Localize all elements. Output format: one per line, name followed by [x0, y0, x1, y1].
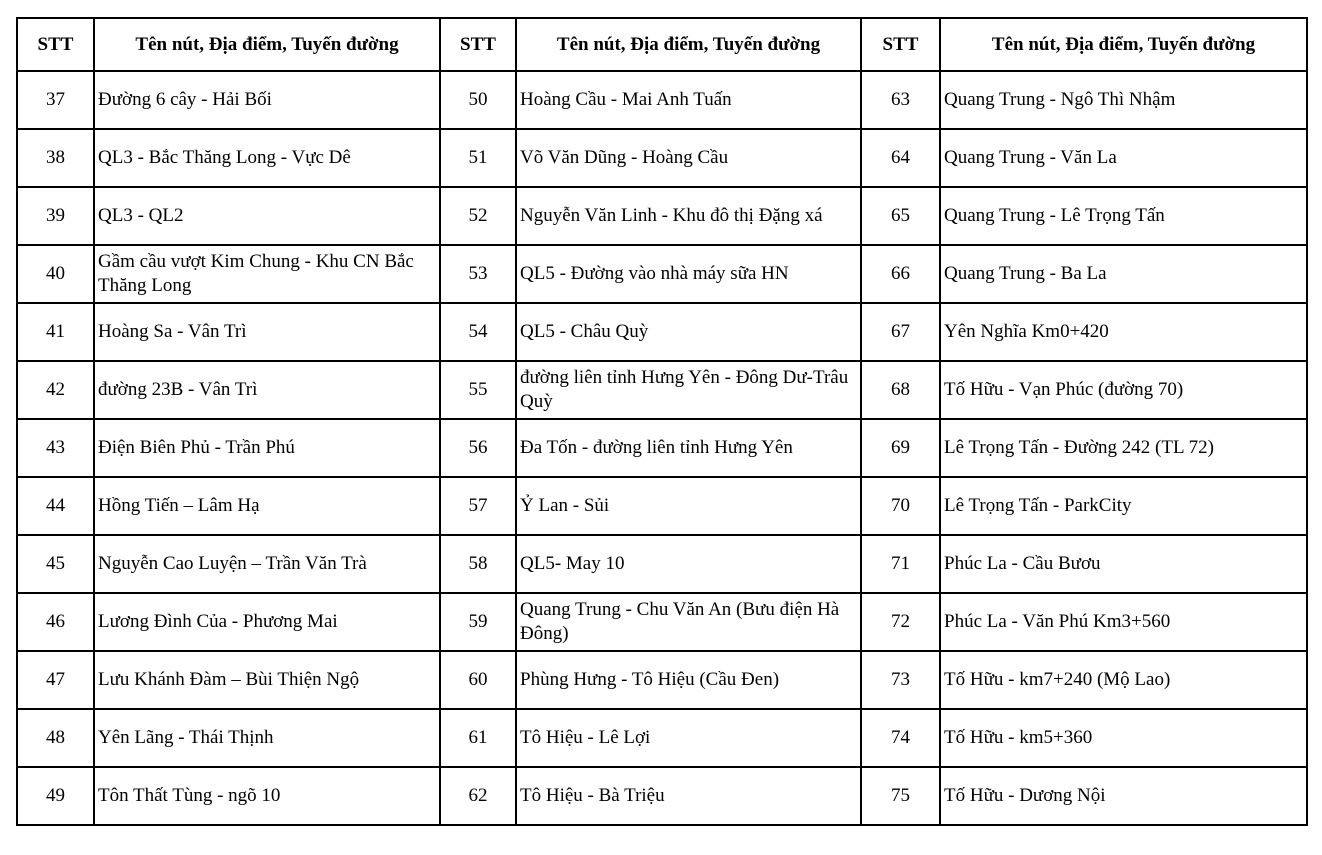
- table-row: 43 Điện Biên Phủ - Trần Phú 56 Đa Tốn - đườ…: [16, 418, 1308, 478]
- location-name-cell: Tô Hiệu - Bà Triệu: [515, 766, 862, 826]
- locations-table: STT Tên nút, Địa điểm, Tuyến đường STT Tên …: [16, 17, 1308, 826]
- stt-cell: 48: [16, 708, 95, 768]
- table-row: 42 đường 23B - Vân Trì 55 đường liên tỉnh H…: [16, 360, 1308, 420]
- stt-cell: 65: [860, 186, 941, 246]
- location-name-cell: Gầm cầu vượt Kim Chung - Khu CN Bắc Thăn…: [93, 244, 441, 304]
- stt-cell: 47: [16, 650, 95, 710]
- stt-cell: 59: [439, 592, 517, 652]
- location-name-cell: Hoàng Sa - Vân Trì: [93, 302, 441, 362]
- stt-cell: 42: [16, 360, 95, 420]
- location-name-cell: Lê Trọng Tấn - ParkCity: [939, 476, 1308, 536]
- location-name-cell: Phúc La - Cầu Bươu: [939, 534, 1308, 594]
- location-name-cell: Đa Tốn - đường liên tỉnh Hưng Yên: [515, 418, 862, 478]
- table-row: 41 Hoàng Sa - Vân Trì 54 QL5 - Châu Quỳ 67 Yê…: [16, 302, 1308, 362]
- location-name-cell: Nguyễn Văn Linh - Khu đô thị Đặng xá: [515, 186, 862, 246]
- stt-cell: 73: [860, 650, 941, 710]
- header-stt: STT: [860, 17, 941, 72]
- location-name-cell: Võ Văn Dũng - Hoàng Cầu: [515, 128, 862, 188]
- table-row: 39 QL3 - QL2 52 Nguyễn Văn Linh - Khu đô th…: [16, 186, 1308, 246]
- header-stt: STT: [439, 17, 517, 72]
- stt-cell: 41: [16, 302, 95, 362]
- location-name-cell: Tố Hữu - km5+360: [939, 708, 1308, 768]
- stt-cell: 60: [439, 650, 517, 710]
- stt-cell: 51: [439, 128, 517, 188]
- stt-cell: 66: [860, 244, 941, 304]
- location-name-cell: Tố Hữu - Vạn Phúc (đường 70): [939, 360, 1308, 420]
- location-name-cell: đường liên tỉnh Hưng Yên - Đông Dư-Trâu …: [515, 360, 862, 420]
- stt-cell: 39: [16, 186, 95, 246]
- stt-cell: 57: [439, 476, 517, 536]
- stt-cell: 38: [16, 128, 95, 188]
- stt-cell: 44: [16, 476, 95, 536]
- location-name-cell: Điện Biên Phủ - Trần Phú: [93, 418, 441, 478]
- stt-cell: 54: [439, 302, 517, 362]
- stt-cell: 56: [439, 418, 517, 478]
- stt-cell: 43: [16, 418, 95, 478]
- stt-cell: 72: [860, 592, 941, 652]
- location-name-cell: Hoàng Cầu - Mai Anh Tuấn: [515, 70, 862, 130]
- location-name-cell: QL3 - Bắc Thăng Long - Vực Dê: [93, 128, 441, 188]
- stt-cell: 71: [860, 534, 941, 594]
- location-name-cell: Nguyễn Cao Luyện – Trần Văn Trà: [93, 534, 441, 594]
- stt-cell: 61: [439, 708, 517, 768]
- location-name-cell: Quang Trung - Ngô Thì Nhậm: [939, 70, 1308, 130]
- header-row: STT Tên nút, Địa điểm, Tuyến đường STT Tên …: [16, 17, 1308, 72]
- table-row: 45 Nguyễn Cao Luyện – Trần Văn Trà 58 QL5- …: [16, 534, 1308, 594]
- location-name-cell: Lê Trọng Tấn - Đường 242 (TL 72): [939, 418, 1308, 478]
- stt-cell: 75: [860, 766, 941, 826]
- location-name-cell: Yên Lãng - Thái Thịnh: [93, 708, 441, 768]
- location-name-cell: Lương Đình Của - Phương Mai: [93, 592, 441, 652]
- location-name-cell: Yên Nghĩa Km0+420: [939, 302, 1308, 362]
- location-name-cell: Ỷ Lan - Sủi: [515, 476, 862, 536]
- stt-cell: 50: [439, 70, 517, 130]
- header-stt: STT: [16, 17, 95, 72]
- stt-cell: 55: [439, 360, 517, 420]
- location-name-cell: Quang Trung - Văn La: [939, 128, 1308, 188]
- stt-cell: 70: [860, 476, 941, 536]
- location-name-cell: QL5- May 10: [515, 534, 862, 594]
- stt-cell: 63: [860, 70, 941, 130]
- location-name-cell: Tố Hữu - Dương Nội: [939, 766, 1308, 826]
- location-name-cell: QL5 - Đường vào nhà máy sữa HN: [515, 244, 862, 304]
- stt-cell: 68: [860, 360, 941, 420]
- header-name: Tên nút, Địa điểm, Tuyến đường: [93, 17, 441, 72]
- location-name-cell: QL3 - QL2: [93, 186, 441, 246]
- stt-cell: 67: [860, 302, 941, 362]
- header-name: Tên nút, Địa điểm, Tuyến đường: [939, 17, 1308, 72]
- location-name-cell: Quang Trung - Chu Văn An (Bưu điện Hà Đô…: [515, 592, 862, 652]
- stt-cell: 37: [16, 70, 95, 130]
- table-row: 48 Yên Lãng - Thái Thịnh 61 Tô Hiệu - Lê Lợ…: [16, 708, 1308, 768]
- location-name-cell: Đường 6 cây - Hải Bối: [93, 70, 441, 130]
- stt-cell: 62: [439, 766, 517, 826]
- location-name-cell: Phùng Hưng - Tô Hiệu (Cầu Đen): [515, 650, 862, 710]
- stt-cell: 74: [860, 708, 941, 768]
- stt-cell: 45: [16, 534, 95, 594]
- location-name-cell: Tố Hữu - km7+240 (Mộ Lao): [939, 650, 1308, 710]
- location-name-cell: Tôn Thất Tùng - ngõ 10: [93, 766, 441, 826]
- location-name-cell: QL5 - Châu Quỳ: [515, 302, 862, 362]
- location-name-cell: Quang Trung - Lê Trọng Tấn: [939, 186, 1308, 246]
- table-row: 37 Đường 6 cây - Hải Bối 50 Hoàng Cầu - Mai…: [16, 70, 1308, 130]
- stt-cell: 64: [860, 128, 941, 188]
- stt-cell: 46: [16, 592, 95, 652]
- stt-cell: 69: [860, 418, 941, 478]
- table-row: 47 Lưu Khánh Đàm – Bùi Thiện Ngộ 60 Phùng H…: [16, 650, 1308, 710]
- location-name-cell: Hồng Tiến – Lâm Hạ: [93, 476, 441, 536]
- location-name-cell: Phúc La - Văn Phú Km3+560: [939, 592, 1308, 652]
- table-row: 38 QL3 - Bắc Thăng Long - Vực Dê 51 Võ Văn …: [16, 128, 1308, 188]
- stt-cell: 52: [439, 186, 517, 246]
- stt-cell: 58: [439, 534, 517, 594]
- header-name: Tên nút, Địa điểm, Tuyến đường: [515, 17, 862, 72]
- table-row: 40 Gầm cầu vượt Kim Chung - Khu CN Bắc Th…: [16, 244, 1308, 304]
- stt-cell: 40: [16, 244, 95, 304]
- location-name-cell: đường 23B - Vân Trì: [93, 360, 441, 420]
- stt-cell: 53: [439, 244, 517, 304]
- table-row: 49 Tôn Thất Tùng - ngõ 10 62 Tô Hiệu - Bà T…: [16, 766, 1308, 826]
- table-row: 44 Hồng Tiến – Lâm Hạ 57 Ỷ Lan - Sủi 70 Lê Tr…: [16, 476, 1308, 536]
- table-row: 46 Lương Đình Của - Phương Mai 59 Quang Tru…: [16, 592, 1308, 652]
- location-name-cell: Quang Trung - Ba La: [939, 244, 1308, 304]
- location-name-cell: Tô Hiệu - Lê Lợi: [515, 708, 862, 768]
- stt-cell: 49: [16, 766, 95, 826]
- location-name-cell: Lưu Khánh Đàm – Bùi Thiện Ngộ: [93, 650, 441, 710]
